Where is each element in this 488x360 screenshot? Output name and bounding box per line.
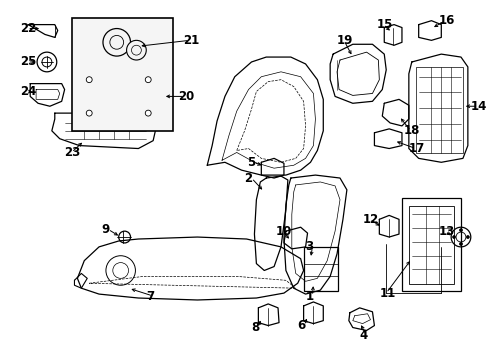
Circle shape [145,110,151,116]
Circle shape [466,235,468,239]
Bar [71,18,172,131]
Bar [303,247,337,291]
Text: 16: 16 [437,14,454,27]
Text: 23: 23 [64,146,81,159]
Text: 9: 9 [101,223,109,236]
Text: 3: 3 [305,240,313,253]
Bar [415,67,462,153]
Text: 18: 18 [403,124,420,137]
Text: 24: 24 [20,85,37,98]
Text: 7: 7 [146,289,154,302]
Circle shape [452,235,455,239]
Text: 12: 12 [362,213,378,226]
Text: 4: 4 [359,329,367,342]
Text: 10: 10 [276,225,292,238]
Text: 6: 6 [297,319,305,332]
Text: 11: 11 [379,287,395,300]
Text: 1: 1 [305,289,313,302]
Text: 17: 17 [408,142,424,155]
Text: 20: 20 [177,90,194,103]
Text: 13: 13 [437,225,454,238]
Circle shape [110,35,123,49]
Bar [401,198,460,291]
Text: 21: 21 [182,34,199,47]
Circle shape [459,242,462,246]
Circle shape [459,229,462,231]
Text: 22: 22 [20,22,37,35]
Circle shape [126,40,146,60]
Circle shape [86,110,92,116]
Text: 15: 15 [376,18,392,31]
Circle shape [145,77,151,83]
Circle shape [86,77,92,83]
Bar [408,206,453,284]
Text: 5: 5 [246,156,254,169]
Text: 14: 14 [470,100,486,113]
Circle shape [131,45,141,55]
Text: 2: 2 [244,171,252,185]
Text: 25: 25 [20,55,37,68]
Text: 8: 8 [251,321,259,334]
Text: 19: 19 [336,34,353,47]
Circle shape [103,28,130,56]
